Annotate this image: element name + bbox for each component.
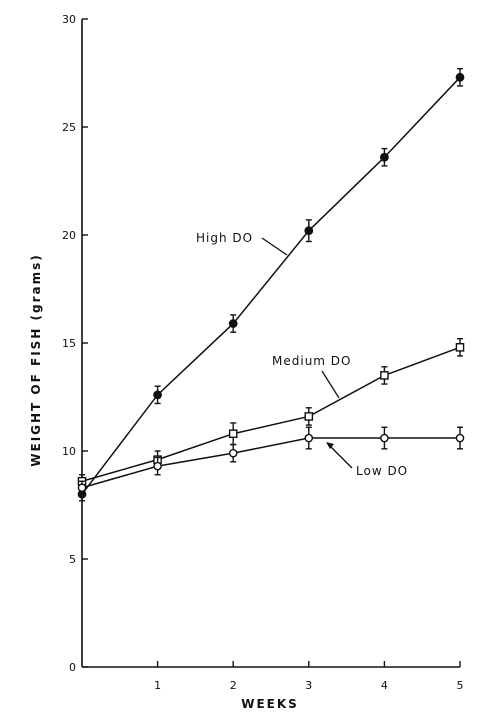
low-do-point — [77, 483, 87, 493]
high-do-point — [304, 226, 314, 236]
low-do-series-line — [81, 437, 460, 489]
medium-do-point — [304, 412, 314, 421]
series-label-low-do: Low DO — [356, 464, 408, 478]
x-tick-label: 1 — [154, 679, 161, 692]
series-label-medium-do-leader — [321, 370, 340, 399]
series-label-low-do-arrowhead — [326, 442, 334, 449]
medium-do-point — [380, 371, 389, 380]
series-label-medium-do: Medium DO — [272, 354, 351, 368]
x-tick-label: 5 — [457, 679, 464, 692]
chart-series-labels: High DO Medium DO Low DO — [196, 231, 408, 478]
x-axis-title: WEEKS — [241, 697, 299, 711]
series-label-high-do: High DO — [196, 231, 253, 245]
high-do-point — [153, 390, 163, 400]
high-do-series-line — [81, 76, 461, 495]
y-tick-label: 0 — [69, 661, 76, 674]
y-tick-label: 10 — [62, 445, 76, 458]
medium-do-point — [228, 429, 238, 439]
y-tick-label: 20 — [62, 229, 76, 242]
high-do-point — [380, 152, 389, 162]
low-do-point — [228, 448, 238, 458]
low-do-point — [380, 433, 389, 443]
y-axis-title: WEIGHT OF FISH (grams) — [29, 253, 43, 466]
y-tick-label: 30 — [62, 13, 76, 26]
series-label-high-do-leader — [261, 237, 288, 256]
x-tick-label: 2 — [230, 679, 237, 692]
medium-do-point — [455, 343, 465, 352]
y-tick-label: 15 — [62, 337, 76, 350]
y-tick-label: 5 — [69, 553, 76, 566]
chart-axes: 0 5 10 15 20 25 30 1 2 3 4 5 — [62, 13, 464, 692]
high-do-point — [455, 72, 465, 82]
medium-do-series-line — [81, 346, 461, 482]
series-label-low-do-leader — [327, 443, 353, 469]
x-tick-label: 3 — [305, 679, 312, 692]
low-do-point — [304, 433, 314, 443]
y-tick-label: 25 — [62, 121, 76, 134]
x-tick-label: 4 — [381, 679, 388, 692]
low-do-point — [153, 461, 162, 471]
high-do-point — [228, 319, 238, 328]
chart-series — [77, 67, 465, 502]
low-do-point — [455, 433, 465, 443]
